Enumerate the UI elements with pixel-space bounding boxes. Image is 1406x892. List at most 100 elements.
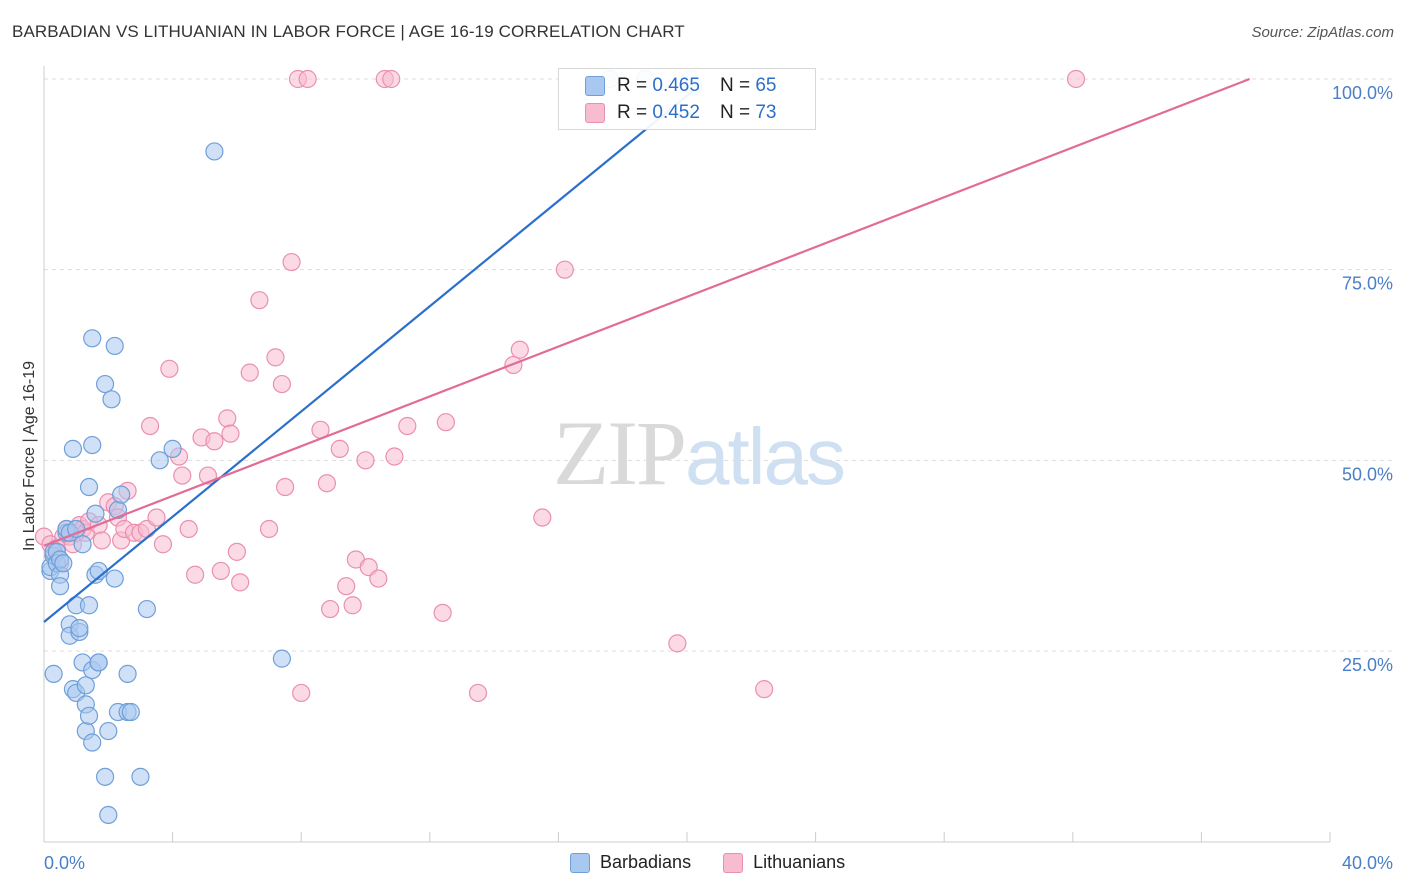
barbadian-point (137, 599, 156, 619)
lithuanians-trendline (43, 77, 1251, 547)
axis-layer (43, 66, 1331, 843)
lithuanian-point (266, 348, 285, 367)
lithuanian-point (205, 432, 224, 451)
barbadian-point (86, 504, 105, 523)
legend-label: Barbadians (600, 852, 692, 872)
lithuanian-point (337, 577, 356, 596)
lithuanian-point (153, 535, 173, 554)
lithuanian-point (317, 474, 337, 493)
lithuanian-point (533, 508, 552, 527)
lithuanian-point (276, 477, 295, 497)
barbadians-trendline (43, 89, 695, 623)
y-tick-label: 50.0% (1342, 464, 1393, 484)
lithuanian-point (298, 69, 317, 89)
y-tick-label: 25.0% (1342, 655, 1393, 675)
barbadian-point (121, 702, 140, 722)
trend-layer (43, 77, 1251, 623)
lithuanian-point (382, 69, 401, 89)
lithuanian-point (218, 409, 237, 428)
lithuanian-point (385, 447, 404, 466)
n-value: 65 (755, 75, 777, 96)
barbadian-point (95, 374, 115, 394)
stats-legend: R = 0.465 N = 65 R = 0.452 N = 73 (558, 68, 816, 130)
chart-title: BARBADIAN VS LITHUANIAN IN LABOR FORCE |… (12, 22, 685, 41)
lithuanians-swatch (585, 103, 605, 123)
lithuanian-point (398, 416, 417, 436)
r-label: R = (617, 75, 648, 96)
lithuanian-point (356, 451, 375, 470)
lithuanian-point (330, 439, 349, 458)
source-credit: Source: ZipAtlas.com (1251, 24, 1394, 41)
lithuanian-point (292, 683, 311, 703)
barbadians-swatch (585, 76, 605, 96)
barbadian-point (89, 653, 108, 672)
legend-row-lithuanians: R = 0.452 N = 73 (585, 100, 776, 126)
lithuanian-point (436, 413, 455, 432)
lithuanian-point (510, 340, 529, 359)
x-tick-label: 40.0% (1342, 853, 1393, 873)
lithuanian-point (147, 508, 166, 527)
lithuanian-point (369, 569, 388, 588)
lithuanian-point (343, 596, 362, 615)
barbadian-point (112, 485, 131, 504)
barbadian-point (79, 477, 99, 497)
barbadian-point (105, 336, 124, 356)
legend-item-lithuanians[interactable]: Lithuanians (723, 852, 845, 873)
lithuanian-point (140, 416, 160, 436)
y-tick-label: 100.0% (1332, 83, 1393, 103)
lithuanian-point (92, 531, 111, 550)
lithuanian-point (282, 252, 301, 272)
lithuanian-point (555, 260, 574, 279)
r-value: 0.465 (652, 75, 700, 96)
barbadian-point (76, 676, 95, 695)
lithuanian-point (160, 359, 179, 378)
barbadian-point (50, 577, 70, 596)
x-tick-label: 0.0% (44, 853, 85, 873)
lithuanian-point (186, 565, 205, 584)
series-legend: Barbadians Lithuanians (570, 852, 877, 873)
barbadian-point (70, 619, 89, 638)
watermark-atlas: atlas (685, 412, 846, 501)
lithuanian-point (231, 573, 250, 592)
points-layer (34, 69, 1086, 825)
lithuanians-swatch (723, 852, 744, 873)
barbadian-point (83, 733, 102, 752)
barbadian-point (73, 535, 92, 554)
lithuanian-point (179, 519, 198, 539)
lithuanian-point (250, 291, 269, 310)
label-layer: 25.0% 50.0% 75.0% 100.0% 0.0% 40.0% (44, 83, 1393, 873)
lithuanian-point (668, 634, 687, 653)
legend-label: Lithuanians (753, 852, 846, 872)
barbadian-point (83, 435, 102, 455)
lithuanian-point (272, 374, 292, 394)
lithuanian-point (227, 542, 246, 561)
lithuanian-point (259, 519, 279, 539)
lithuanian-point (1066, 69, 1086, 89)
barbadian-point (205, 142, 224, 161)
r-value: 0.452 (652, 102, 700, 123)
barbadian-point (79, 596, 99, 615)
lithuanian-point (433, 603, 452, 622)
barbadian-point (79, 706, 99, 725)
barbadian-point (131, 767, 150, 786)
lithuanian-point (211, 561, 230, 581)
r-label: R = (617, 102, 648, 123)
lithuanian-point (221, 424, 240, 443)
y-tick-label: 75.0% (1342, 274, 1393, 294)
barbadian-point (54, 554, 73, 573)
barbadian-point (272, 649, 292, 668)
lithuanian-point (240, 363, 259, 382)
n-label: N = (719, 102, 751, 123)
watermark: ZIPatlas (553, 400, 846, 506)
barbadian-point (99, 721, 118, 741)
barbadian-point (102, 390, 121, 409)
n-label: N = (719, 75, 751, 96)
legend-item-barbadians[interactable]: Barbadians (570, 852, 691, 873)
legend-row-barbadians: R = 0.465 N = 65 (585, 73, 776, 99)
lithuanian-point (173, 466, 192, 485)
barbadian-point (95, 767, 115, 786)
barbadian-point (118, 664, 137, 683)
lithuanian-point (755, 680, 774, 699)
n-value: 73 (755, 102, 777, 123)
